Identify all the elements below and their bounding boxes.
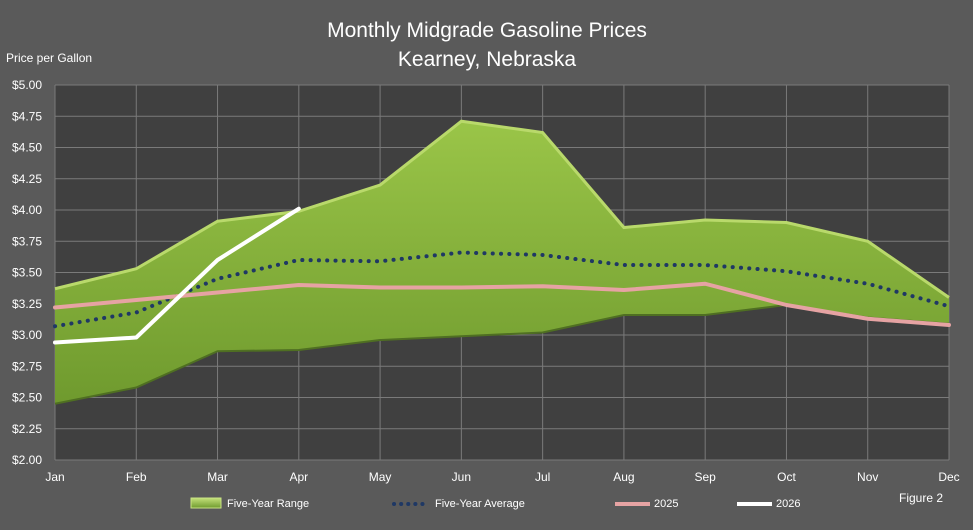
- x-tick-label-aug: Aug: [613, 470, 634, 484]
- x-tick-label-apr: Apr: [289, 470, 308, 484]
- legend-label-five-year-range: Five-Year Range: [227, 498, 309, 510]
- five-year-range-area: [55, 121, 949, 404]
- y-tick-label: $4.50: [12, 141, 42, 155]
- y-tick-label: $3.25: [12, 297, 42, 311]
- legend-label-2026: 2026: [776, 498, 800, 510]
- series-line-2026: [53, 206, 301, 345]
- x-tick-label-nov: Nov: [857, 470, 878, 484]
- chart-title: Monthly Midgrade Gasoline Prices: [327, 19, 647, 42]
- figure-label: Figure 2: [899, 491, 943, 505]
- legend-label-five-year-average: Five-Year Average: [435, 498, 525, 510]
- x-tick-label-oct: Oct: [777, 470, 796, 484]
- y-tick-label: $2.75: [12, 359, 42, 373]
- five-year-range-high-edge: [54, 119, 950, 299]
- x-tick-label-jul: Jul: [535, 470, 550, 484]
- legend: Five-Year Range Five-Year Average 2025 2…: [190, 497, 800, 510]
- y-tick-label: $4.25: [12, 172, 42, 186]
- x-tick-label-feb: Feb: [126, 470, 147, 484]
- legend-label-2025: 2025: [654, 498, 678, 510]
- x-tick-label-sep: Sep: [695, 470, 717, 484]
- series-line-five-year-average: [53, 250, 951, 329]
- x-tick-label-dec: Dec: [938, 470, 959, 484]
- series-line-2025: [53, 281, 951, 327]
- y-tick-label: $2.50: [12, 391, 42, 405]
- y-tick-label: $5.00: [12, 78, 42, 92]
- y-tick-label: $2.00: [12, 453, 42, 467]
- x-tick-label-mar: Mar: [207, 470, 228, 484]
- x-tick-label-may: May: [369, 470, 392, 484]
- x-tick-label-jun: Jun: [452, 470, 471, 484]
- y-tick-label: $4.75: [12, 109, 42, 123]
- y-tick-label: $2.25: [12, 422, 42, 436]
- y-tick-label: $3.00: [12, 328, 42, 342]
- x-tick-label-jan: Jan: [45, 470, 64, 484]
- series-layer: [53, 206, 951, 345]
- y-tick-label: $4.00: [12, 203, 42, 217]
- y-axis-title: Price per Gallon: [6, 51, 92, 65]
- x-tick-labels: Jan Feb Mar Apr May Jun Jul Aug Sep Oct Nov Dec: [45, 470, 959, 484]
- chart-subtitle: Kearney, Nebraska: [398, 48, 577, 71]
- y-tick-label: $3.75: [12, 234, 42, 248]
- y-tick-labels: $2.00 $2.25 $2.50 $2.75 $3.00 $3.25 $3.50 $3.75…: [12, 78, 42, 467]
- legend-swatch-five-year-range: [190, 497, 222, 509]
- y-tick-label: $3.50: [12, 266, 42, 280]
